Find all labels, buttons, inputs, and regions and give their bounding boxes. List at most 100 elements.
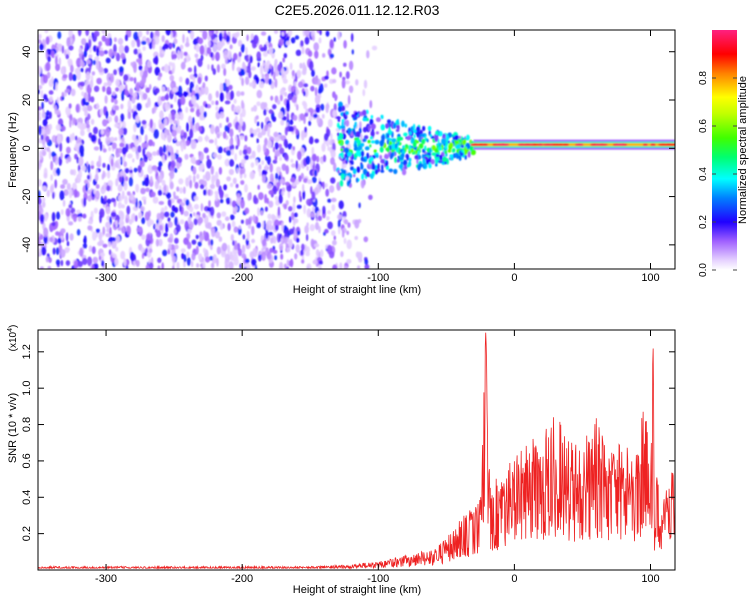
signal-line-peak xyxy=(562,143,569,146)
spectrogram-noise-cell xyxy=(238,124,242,133)
spectrogram-noise-cell xyxy=(299,62,303,69)
spectrogram-noise-cell xyxy=(93,85,100,93)
spectrogram-noise-cell xyxy=(274,255,278,261)
spectrogram-noise-cell xyxy=(183,210,189,217)
spectrogram-noise-cell xyxy=(98,231,103,241)
spectrogram-noise-cell xyxy=(246,263,251,269)
spectrogram-noise-cell xyxy=(250,33,255,41)
spectrogram-noise-cell xyxy=(158,72,163,78)
spectrogram-noise-cell xyxy=(314,169,318,177)
spectrogram-noise-cell xyxy=(140,206,145,212)
spectrogram-noise-cell xyxy=(329,53,334,59)
snr-x-label: Height of straight line (km) xyxy=(293,584,421,596)
spectrogram-noise-cell xyxy=(212,152,218,158)
spectrogram-noise-cell xyxy=(206,159,212,169)
signal-line-peak xyxy=(481,143,489,146)
spectrogram-noise-cell xyxy=(55,55,58,66)
spectrogram-noise-cell xyxy=(355,251,360,258)
spectrogram-noise-cell xyxy=(232,240,235,246)
spectrogram-noise-cell xyxy=(198,165,205,172)
spectrogram-noise-cell xyxy=(192,212,196,217)
spectrogram-noise-cell xyxy=(45,36,50,45)
spectrogram-signal-cell xyxy=(339,132,344,140)
spectrogram-noise-cell xyxy=(121,147,127,155)
spectrogram-noise-cell xyxy=(102,170,106,179)
spectrogram-noise-cell xyxy=(295,160,298,170)
spectrogram-noise-cell xyxy=(179,187,184,194)
spectrogram-noise-cell xyxy=(256,222,262,229)
spectrogram-signal-cell xyxy=(380,124,386,131)
spectrogram-noise-cell xyxy=(202,247,207,254)
spectrogram-noise-cell xyxy=(172,124,178,131)
spectrogram-noise-cell xyxy=(164,94,169,100)
spectrogram-noise-cell xyxy=(334,94,338,101)
spectrogram-noise-cell xyxy=(244,135,248,142)
spectrogram-noise-cell xyxy=(39,150,43,161)
spectrogram-noise-cell xyxy=(77,122,82,129)
spectrogram-noise-cell xyxy=(233,106,239,113)
spectrogram-noise-cell xyxy=(317,215,322,222)
spectrogram-noise-cell xyxy=(276,166,282,174)
spectrogram-noise-cell xyxy=(302,183,305,192)
spectrogram-noise-cell xyxy=(164,102,170,112)
y-tick-label: 0 xyxy=(21,145,33,151)
spectrogram-noise-cell xyxy=(298,81,304,88)
spectrogram-noise-cell xyxy=(226,91,231,98)
spectrogram-noise-cell xyxy=(46,147,50,152)
spectrogram-noise-cell xyxy=(226,176,232,182)
spectrogram-noise-cell xyxy=(332,78,337,84)
spectrogram-noise-cell xyxy=(253,34,259,45)
spectrogram-noise-cell xyxy=(38,85,43,90)
spectrogram-noise-cell xyxy=(60,152,63,160)
spectrogram-signal-cell xyxy=(355,131,361,138)
spectrogram-signal-cell xyxy=(466,134,470,141)
spectrogram-signal-cell xyxy=(401,120,405,128)
spectrogram-noise-cell xyxy=(89,47,92,54)
signal-line-peak xyxy=(650,143,656,146)
spectrogram-heatmap xyxy=(38,30,675,269)
spectrogram-noise-cell xyxy=(124,195,128,205)
spectrogram-noise-cell xyxy=(343,237,347,244)
spectrogram-noise-cell xyxy=(277,64,282,72)
spectrogram-noise-cell xyxy=(126,191,131,196)
spectrogram-noise-cell xyxy=(105,233,111,238)
y-tick-label: -40 xyxy=(21,237,33,253)
spectrogram-noise-cell xyxy=(134,215,138,222)
spectrogram-noise-cell xyxy=(69,233,74,241)
spectrogram-noise-cell xyxy=(256,89,263,99)
spectrogram-noise-cell xyxy=(207,64,210,70)
spectrogram-noise-cell xyxy=(210,124,215,135)
spectrogram-noise-cell xyxy=(124,168,130,174)
spectrogram-noise-cell xyxy=(190,156,196,164)
spectrogram-noise-cell xyxy=(261,251,266,261)
spectrogram-noise-cell xyxy=(242,149,248,156)
x-tick-label: -300 xyxy=(95,573,117,585)
spectrogram-noise-cell xyxy=(141,142,146,149)
spectrogram-noise-cell xyxy=(95,228,100,234)
spectrogram-noise-cell xyxy=(287,93,293,101)
spectrogram-signal-cell xyxy=(458,155,462,161)
spectrogram-noise-cell xyxy=(229,251,233,259)
spectrogram-noise-cell xyxy=(263,108,267,116)
spectrogram-noise-cell xyxy=(41,101,44,110)
spectrogram-noise-cell xyxy=(93,207,98,214)
spectrogram-noise-cell xyxy=(70,169,74,176)
spectrogram-noise-cell xyxy=(308,138,314,144)
spectrogram-noise-cell xyxy=(215,106,219,111)
spectrogram-noise-cell xyxy=(123,258,127,267)
spectrogram-noise-cell xyxy=(110,211,117,218)
spectrogram-noise-cell xyxy=(174,167,178,173)
spectrogram-noise-cell xyxy=(53,83,56,91)
spectrogram-noise-cell xyxy=(210,239,214,246)
snr-x-ticks: -300 -200 -100 0 100 xyxy=(95,330,660,585)
spectrogram-noise-cell xyxy=(138,134,142,143)
spectrogram-noise-cell xyxy=(264,206,268,212)
spectrogram-noise-cell xyxy=(269,163,274,173)
snr-y-ticks: 0.2 0.4 0.6 0.8 1.0 1.2 xyxy=(21,344,675,541)
spectrogram-noise-cell xyxy=(133,31,139,41)
spectrogram-noise-cell xyxy=(235,135,238,143)
spectrogram-noise-cell xyxy=(77,261,83,268)
spectrogram-signal-cell xyxy=(442,156,448,162)
spectrogram-noise-cell xyxy=(311,176,317,183)
spectrogram-noise-cell xyxy=(125,217,129,224)
